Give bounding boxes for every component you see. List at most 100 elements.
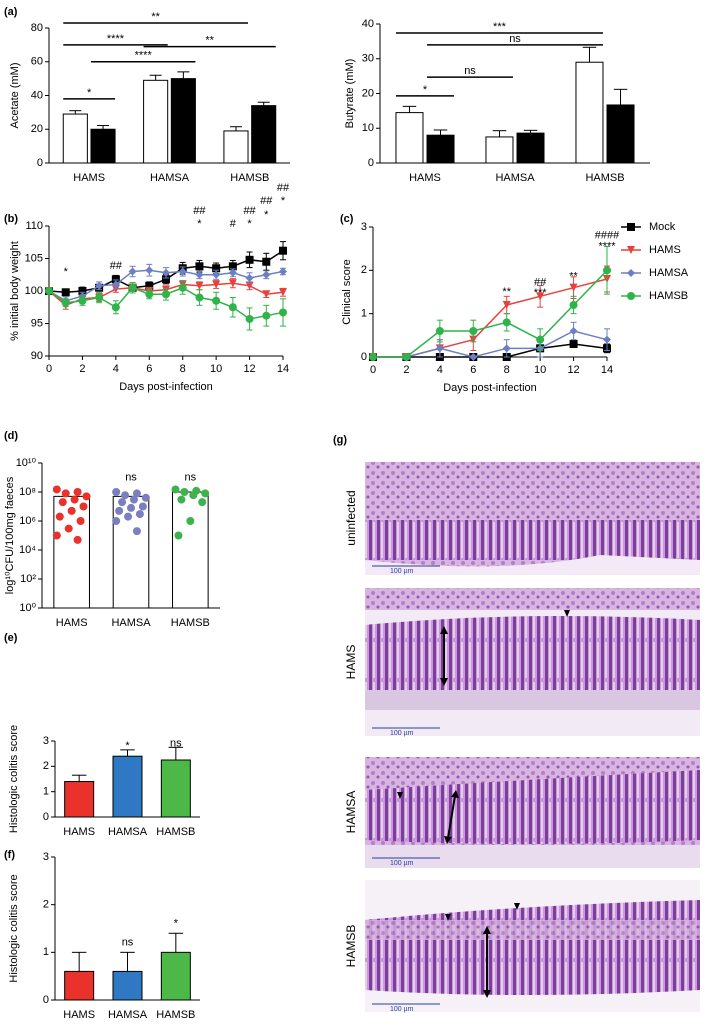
bar bbox=[143, 79, 169, 164]
data-point bbox=[198, 498, 207, 507]
marker bbox=[145, 281, 154, 290]
x-tick-label: HAMSB bbox=[156, 826, 195, 838]
bar bbox=[90, 128, 116, 164]
x-tick-label: HAMSB bbox=[171, 617, 210, 629]
data-point bbox=[82, 492, 91, 501]
bar bbox=[575, 61, 604, 164]
histology-image: 100 µm uninfected bbox=[344, 462, 700, 575]
y-tick-label: 30 bbox=[362, 53, 374, 65]
data-point bbox=[112, 517, 121, 525]
marker bbox=[228, 268, 237, 277]
image-label: HAMSA bbox=[344, 791, 358, 834]
legend-marker bbox=[627, 269, 635, 277]
marker bbox=[195, 270, 204, 279]
bar bbox=[485, 136, 514, 164]
marker bbox=[228, 262, 237, 271]
significance-label: * bbox=[64, 266, 69, 278]
marker bbox=[228, 279, 237, 288]
marker bbox=[111, 303, 120, 312]
scale-bar-label: 100 µm bbox=[390, 730, 414, 737]
marker bbox=[279, 246, 287, 255]
marker bbox=[195, 281, 204, 290]
significance-label: ## bbox=[193, 205, 206, 217]
y-tick-label: 10⁴ bbox=[19, 544, 36, 556]
y-tick-label: 95 bbox=[31, 317, 43, 329]
bar bbox=[160, 759, 191, 818]
marker bbox=[212, 270, 221, 279]
significance-label: ns bbox=[125, 471, 137, 483]
x-tick-label: HAMSB bbox=[230, 172, 269, 184]
data-point bbox=[124, 512, 133, 521]
data-point bbox=[127, 503, 135, 512]
panel-label: (b) bbox=[4, 213, 18, 225]
legend-label: HAMSA bbox=[649, 267, 689, 279]
significance-label: ** bbox=[205, 34, 214, 46]
x-tick-label: 0 bbox=[370, 364, 376, 376]
data-point bbox=[201, 489, 210, 498]
x-tick-label: 4 bbox=[437, 364, 443, 376]
marker bbox=[279, 308, 287, 317]
bar bbox=[64, 970, 95, 1001]
legend-marker bbox=[627, 246, 635, 254]
data-point bbox=[129, 495, 138, 504]
x-tick-label: HAMS bbox=[409, 172, 441, 184]
significance-label: **** bbox=[135, 50, 153, 62]
data-point bbox=[180, 488, 189, 496]
data-point bbox=[171, 485, 180, 494]
scale-bar-label: 100 µm bbox=[390, 860, 414, 867]
bar bbox=[516, 132, 545, 164]
y-tick-label: 10⁶ bbox=[19, 515, 36, 527]
y-tick-label: 3 bbox=[43, 735, 49, 747]
marker bbox=[162, 268, 170, 277]
marker bbox=[469, 327, 478, 335]
image-label: uninfected bbox=[344, 490, 358, 545]
x-tick-label: 4 bbox=[113, 363, 119, 375]
significance-label: * bbox=[281, 195, 286, 207]
marker bbox=[61, 288, 70, 297]
marker bbox=[402, 353, 411, 361]
x-tick-label: 2 bbox=[403, 364, 409, 376]
marker bbox=[262, 257, 271, 266]
y-axis-title: Histologic colitis score bbox=[8, 874, 20, 982]
significance-label: * bbox=[174, 918, 179, 930]
data-point bbox=[58, 498, 67, 507]
data-point bbox=[52, 531, 61, 540]
marker bbox=[279, 267, 287, 276]
series-line bbox=[373, 343, 608, 358]
histology-image: 100 µm HAMSA bbox=[344, 757, 700, 868]
marker bbox=[195, 293, 204, 302]
y-tick-label: 40 bbox=[362, 18, 374, 30]
marker bbox=[111, 280, 120, 289]
significance-label: ns bbox=[464, 65, 476, 77]
x-tick-label: 14 bbox=[601, 364, 613, 376]
significance-label: **** bbox=[598, 240, 616, 252]
marker bbox=[212, 296, 221, 305]
marker bbox=[502, 301, 511, 309]
legend-marker bbox=[627, 292, 635, 300]
x-tick-label: 0 bbox=[46, 363, 52, 375]
x-axis-title: Days post-infection bbox=[119, 381, 213, 393]
legend-marker bbox=[627, 223, 635, 231]
marker bbox=[128, 267, 137, 276]
x-tick-label: HAMSB bbox=[585, 172, 624, 184]
marker bbox=[569, 340, 578, 348]
bar bbox=[426, 134, 455, 164]
x-tick-label: HAMSA bbox=[495, 172, 535, 184]
data-point bbox=[135, 510, 144, 519]
x-tick-label: 14 bbox=[277, 363, 289, 375]
x-tick-label: 10 bbox=[534, 364, 546, 376]
y-tick-label: 2 bbox=[361, 264, 367, 276]
panel-label: (d) bbox=[4, 430, 18, 442]
x-tick-label: 2 bbox=[79, 363, 85, 375]
y-tick-label: 90 bbox=[31, 350, 43, 362]
y-tick-label: 0 bbox=[368, 157, 374, 169]
data-point bbox=[118, 498, 127, 507]
y-axis-title: log¹⁰CFU/100mg faeces bbox=[4, 476, 16, 594]
significance-label: ns bbox=[509, 33, 521, 45]
marker bbox=[195, 262, 204, 271]
data-point bbox=[52, 485, 61, 494]
significance-label: **** bbox=[107, 33, 125, 45]
marker bbox=[61, 298, 70, 307]
y-tick-label: 0 bbox=[43, 811, 49, 823]
